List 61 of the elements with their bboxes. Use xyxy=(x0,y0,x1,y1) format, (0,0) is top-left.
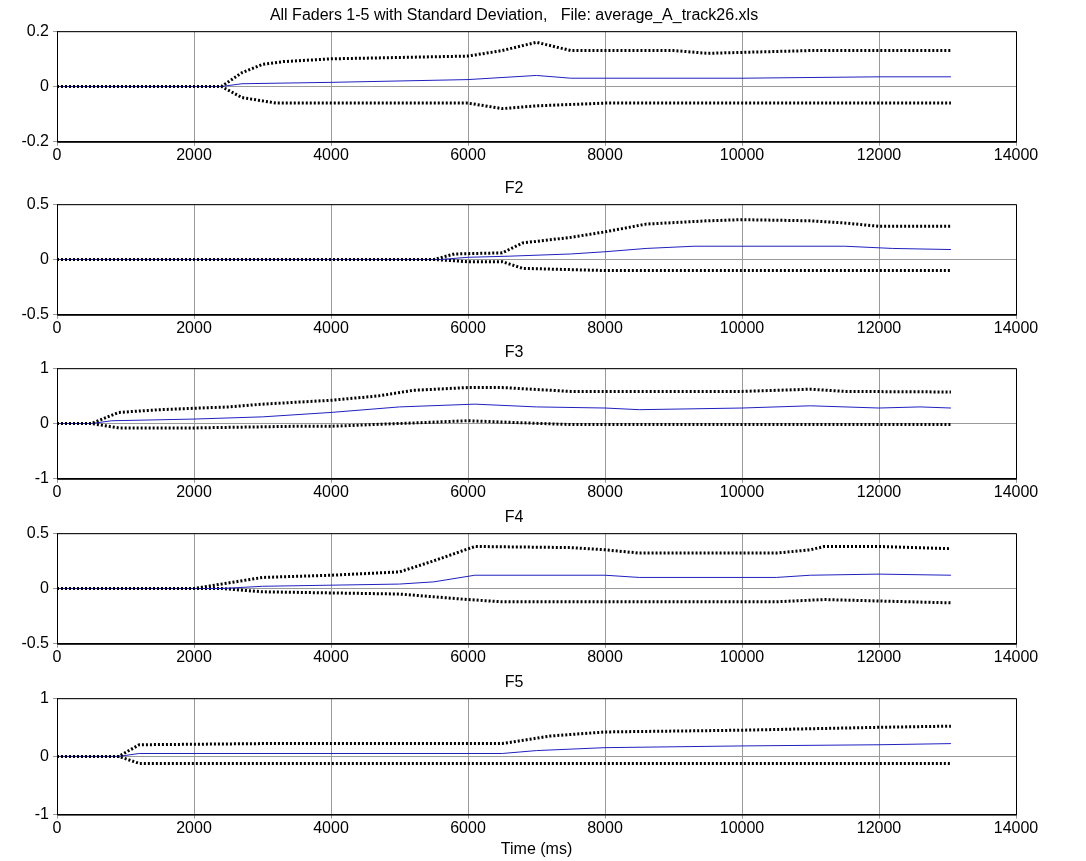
x-tick-label: 6000 xyxy=(450,145,486,163)
x-tick-label: 0 xyxy=(52,647,62,665)
y-tick-label: -0.2 xyxy=(21,132,50,150)
y-tick-label: 0 xyxy=(40,76,50,94)
y-tick-label: 1 xyxy=(40,358,50,376)
x-tick-label: 6000 xyxy=(450,482,486,500)
y-tick-label: -1 xyxy=(34,805,50,823)
x-tick-label: 14000 xyxy=(993,318,1039,336)
x-tick-label: 10000 xyxy=(719,318,765,336)
y-tick-label: 0 xyxy=(40,578,50,596)
x-tick-label: 14000 xyxy=(993,482,1039,500)
x-tick-label: 2000 xyxy=(176,647,212,665)
y-tick-label: 0.5 xyxy=(26,523,50,541)
chart-title: F2 xyxy=(504,179,524,197)
y-tick-label: 0 xyxy=(40,413,50,431)
x-tick-label: 6000 xyxy=(450,818,486,836)
chart-title: F3 xyxy=(504,343,524,361)
x-tick-label: 6000 xyxy=(450,647,486,665)
y-tick-label: -0.5 xyxy=(21,305,50,323)
x-tick-label: 10000 xyxy=(719,482,765,500)
x-tick-label: 14000 xyxy=(993,818,1039,836)
x-axis-title: Time (ms) xyxy=(500,839,573,857)
x-tick-label: 12000 xyxy=(856,647,902,665)
x-tick-label: 12000 xyxy=(856,318,902,336)
x-tick-label: 4000 xyxy=(313,482,349,500)
x-tick-label: 8000 xyxy=(587,318,623,336)
x-tick-label: 6000 xyxy=(450,318,486,336)
y-tick-label: 0.2 xyxy=(26,21,50,39)
x-tick-label: 10000 xyxy=(719,647,765,665)
x-tick-label: 0 xyxy=(52,818,62,836)
x-tick-label: 14000 xyxy=(993,145,1039,163)
x-tick-label: 4000 xyxy=(313,647,349,665)
y-tick-label: 1 xyxy=(40,688,50,706)
x-tick-label: 2000 xyxy=(176,318,212,336)
x-tick-label: 12000 xyxy=(856,482,902,500)
x-tick-label: 8000 xyxy=(587,647,623,665)
x-tick-label: 4000 xyxy=(313,818,349,836)
x-tick-label: 2000 xyxy=(176,145,212,163)
x-tick-label: 4000 xyxy=(313,145,349,163)
x-tick-label: 2000 xyxy=(176,482,212,500)
y-tick-label: 0 xyxy=(40,746,50,764)
chart-title: F5 xyxy=(504,673,524,691)
chart-title: All Faders 1-5 with Standard Deviation, File: average_A_track26.xls xyxy=(269,6,759,25)
x-tick-label: 10000 xyxy=(719,145,765,163)
x-tick-label: 2000 xyxy=(176,818,212,836)
x-tick-label: 14000 xyxy=(993,647,1039,665)
y-tick-label: 0.5 xyxy=(26,194,50,212)
x-tick-label: 12000 xyxy=(856,145,902,163)
x-tick-label: 8000 xyxy=(587,818,623,836)
x-tick-label: 0 xyxy=(52,145,62,163)
x-tick-label: 8000 xyxy=(587,145,623,163)
y-tick-label: -0.5 xyxy=(21,634,50,652)
y-tick-label: 0 xyxy=(40,249,50,267)
x-tick-label: 10000 xyxy=(719,818,765,836)
x-tick-label: 8000 xyxy=(587,482,623,500)
y-tick-label: -1 xyxy=(34,469,50,487)
chart-title: F4 xyxy=(504,508,524,526)
x-tick-label: 0 xyxy=(52,482,62,500)
x-tick-label: 12000 xyxy=(856,818,902,836)
x-tick-label: 0 xyxy=(52,318,62,336)
x-tick-label: 4000 xyxy=(313,318,349,336)
